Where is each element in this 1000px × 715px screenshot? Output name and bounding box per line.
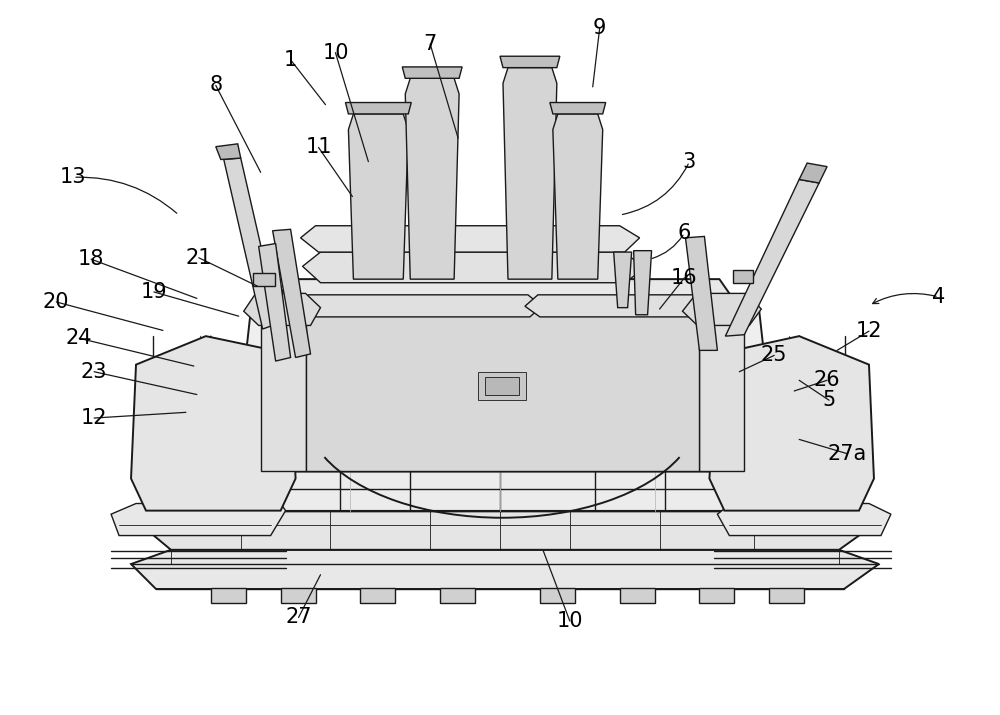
Text: 19: 19: [141, 282, 167, 302]
Text: 1: 1: [284, 50, 297, 70]
Polygon shape: [634, 251, 652, 315]
Text: 6: 6: [678, 223, 691, 243]
Text: 27: 27: [285, 608, 312, 628]
Polygon shape: [303, 252, 645, 282]
Polygon shape: [131, 336, 296, 511]
Polygon shape: [301, 226, 640, 252]
Polygon shape: [261, 311, 306, 471]
Polygon shape: [345, 102, 411, 114]
Text: 13: 13: [60, 167, 86, 187]
Polygon shape: [141, 511, 874, 550]
Polygon shape: [111, 503, 286, 536]
Polygon shape: [244, 293, 320, 325]
Polygon shape: [216, 144, 241, 159]
Polygon shape: [709, 336, 874, 511]
Polygon shape: [236, 311, 774, 471]
Text: 23: 23: [81, 362, 107, 382]
Polygon shape: [402, 67, 462, 79]
Text: 10: 10: [322, 43, 349, 63]
Text: 12: 12: [856, 321, 882, 341]
Polygon shape: [682, 293, 761, 325]
Text: 9: 9: [593, 18, 606, 38]
Bar: [485, 377, 519, 395]
Polygon shape: [348, 114, 408, 279]
Polygon shape: [500, 56, 560, 68]
Text: 21: 21: [186, 248, 212, 268]
Text: 25: 25: [761, 345, 787, 365]
Polygon shape: [550, 102, 606, 114]
Polygon shape: [699, 311, 744, 471]
Bar: [478, 372, 526, 400]
Text: 10: 10: [557, 611, 583, 631]
Polygon shape: [297, 295, 542, 317]
Polygon shape: [717, 503, 891, 536]
Polygon shape: [725, 179, 819, 336]
Bar: [540, 588, 575, 603]
Polygon shape: [281, 279, 729, 311]
Polygon shape: [614, 252, 632, 307]
Bar: [440, 588, 475, 603]
Polygon shape: [503, 68, 557, 279]
Text: 20: 20: [43, 292, 69, 312]
Text: 12: 12: [81, 408, 107, 428]
Polygon shape: [799, 163, 827, 183]
Polygon shape: [553, 114, 603, 279]
Polygon shape: [131, 550, 879, 589]
Text: 7: 7: [424, 34, 437, 54]
Bar: [699, 588, 734, 603]
Text: 11: 11: [305, 137, 332, 157]
Text: 27a: 27a: [827, 443, 867, 463]
Text: 8: 8: [209, 75, 222, 95]
Text: 24: 24: [66, 328, 92, 348]
Bar: [211, 588, 246, 603]
Text: 4: 4: [932, 287, 945, 307]
Bar: [733, 270, 753, 282]
Polygon shape: [306, 311, 699, 471]
Bar: [620, 588, 655, 603]
Text: 18: 18: [78, 250, 104, 270]
Bar: [769, 588, 804, 603]
Polygon shape: [259, 244, 291, 361]
Bar: [360, 588, 395, 603]
Bar: [281, 588, 316, 603]
Text: 3: 3: [683, 152, 696, 172]
Bar: [253, 273, 275, 286]
Text: 16: 16: [671, 267, 698, 287]
Polygon shape: [525, 295, 713, 317]
Polygon shape: [224, 158, 279, 329]
Text: 26: 26: [814, 370, 840, 390]
Polygon shape: [161, 471, 844, 511]
Polygon shape: [405, 79, 459, 279]
Polygon shape: [273, 230, 311, 358]
Polygon shape: [685, 237, 717, 350]
Text: 5: 5: [822, 390, 836, 410]
